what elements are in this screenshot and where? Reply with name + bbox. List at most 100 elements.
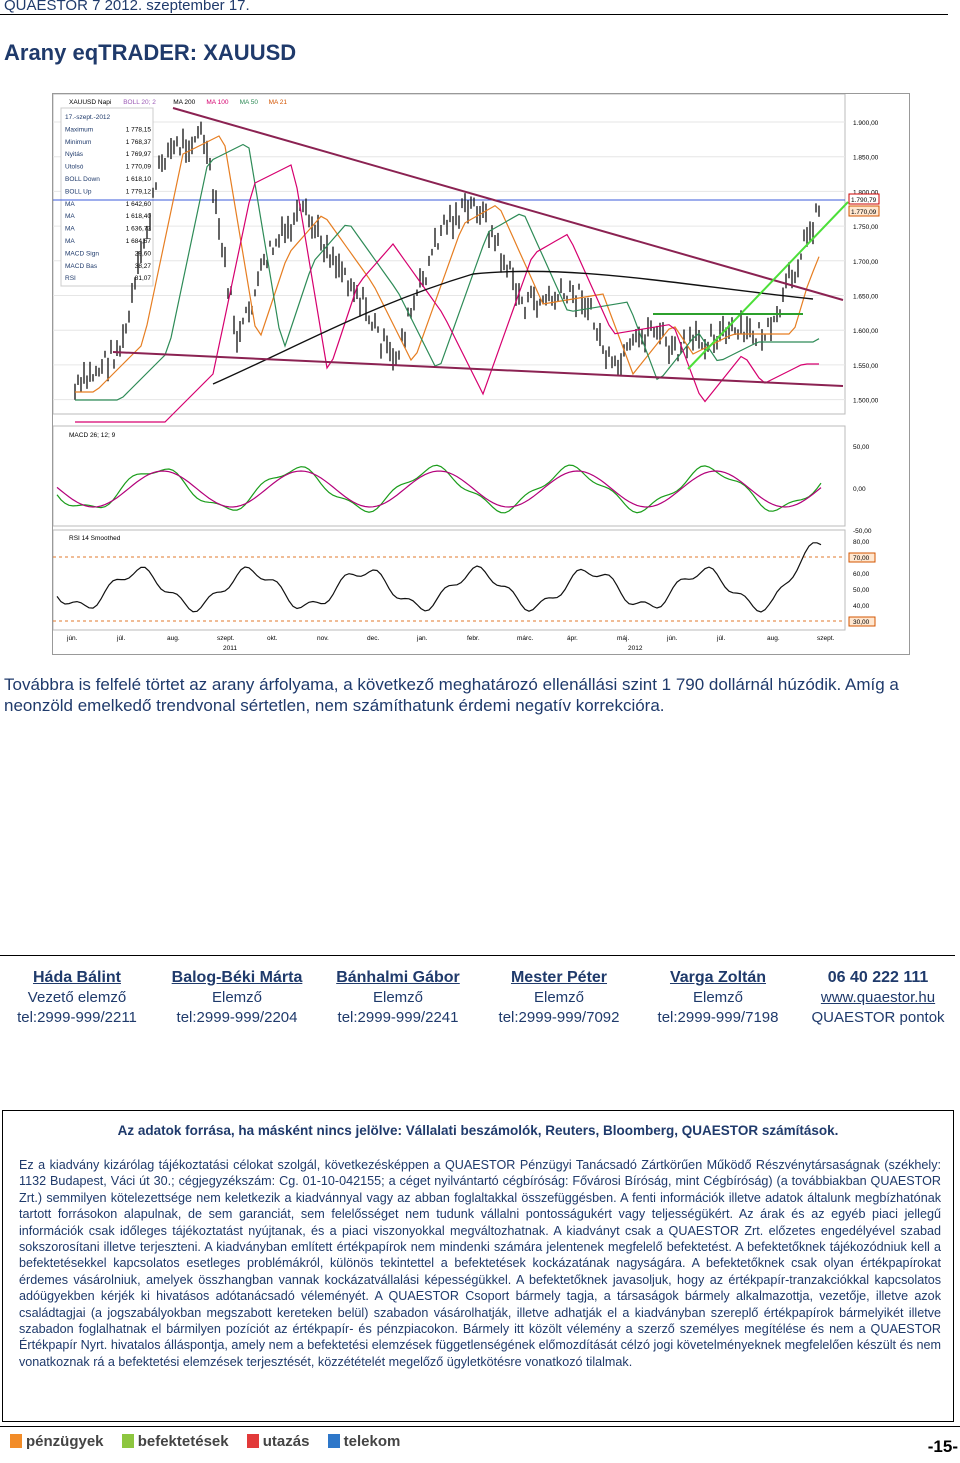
footer-brand-list: pénzügyek befektetések utazás telekom [10, 1433, 414, 1450]
chart-bg [53, 94, 909, 654]
macd-label: MACD 26; 12; 9 [69, 432, 116, 439]
month-label: okt. [267, 635, 278, 642]
rsi-tick-label: 60,00 [853, 571, 870, 578]
disclaimer-heading: Az adatok forrása, ha másként nincs jelö… [117, 1123, 839, 1138]
price-tick-label: 1.500,00 [853, 398, 879, 405]
contact-tel: tel:2999-999/2204 [176, 1009, 298, 1026]
chart-toolbar-item: BOLL 20; 2 [123, 99, 156, 106]
downtrend-line [172, 107, 844, 301]
contact-tel: tel:2999-999/2211 [17, 1009, 137, 1026]
contact-name: Mester Péter [510, 969, 608, 986]
neon-uptrend-line [687, 201, 849, 370]
telecom-icon [327, 1434, 340, 1448]
info-label: BOLL Up [65, 188, 92, 195]
rsi-panel [53, 529, 846, 631]
price-panel [53, 94, 846, 415]
contact-name: Varga Zoltán [669, 969, 767, 986]
contact-name: Balog-Béki Márta [171, 969, 303, 986]
info-value: 1 636,73 [126, 226, 152, 233]
macd-line [56, 464, 822, 514]
contact-role[interactable]: www.quaestor.hu [820, 989, 936, 1006]
chart-toolbar-item: MA 100 [206, 99, 228, 106]
rsi-line [56, 542, 822, 613]
price-tick-label: 1.550,00 [853, 363, 879, 370]
rsi-level-flag [848, 616, 876, 627]
info-value: 38,27 [135, 263, 152, 270]
macd-signal-line [56, 470, 822, 508]
month-label: szept. [217, 635, 235, 642]
month-label: aug. [167, 635, 180, 642]
info-value: 1 642,60 [126, 201, 152, 208]
info-value: 1 768,37 [126, 139, 152, 146]
ma50-line [75, 143, 820, 401]
ma200-line [212, 270, 814, 385]
macd-tick-label: 0,00 [853, 486, 866, 493]
month-label: nov. [317, 635, 329, 642]
price-tick-label: 1.800,00 [853, 189, 879, 196]
month-label: aug. [767, 635, 780, 642]
footer-item: utazás [246, 1433, 309, 1450]
info-value: 81,07 [135, 275, 152, 282]
price-flag [848, 193, 880, 205]
month-label: jan. [416, 635, 428, 642]
price-flag-label: 1.770,09 [851, 209, 877, 216]
info-label: MACD Bas [65, 263, 98, 270]
year-label: 2011 [223, 645, 237, 652]
price-chart: 1.900,00 1.850,00 1.800,00 1.750,00 1.700,00… [52, 93, 910, 655]
info-value: 1 769,97 [126, 151, 152, 158]
price-tick-label: 1.750,00 [853, 224, 879, 231]
info-value: 1 618,10 [126, 176, 152, 183]
info-value: 1 779,12 [126, 188, 152, 195]
month-label: jún. [666, 635, 678, 642]
chart-toolbar-item: MA 21 [269, 99, 288, 106]
support-line [112, 351, 844, 387]
macd-tick-label: 50,00 [853, 444, 870, 451]
chart-toolbar-item: XAUUSD Napi [69, 99, 111, 106]
info-value: 1 684,67 [126, 238, 152, 245]
chart-toolbar-item: MA 50 [240, 99, 259, 106]
contacts-row: Háda Bálint Vezető elemző tel:2999-999/221… [0, 955, 955, 1026]
contact-name: Háda Bálint [32, 969, 121, 986]
rsi-label: RSI 14 Smoothed [69, 535, 121, 542]
info-label: MA [65, 226, 75, 233]
rsi-tick-label: 50,00 [853, 587, 870, 594]
investment-icon [121, 1434, 134, 1448]
contact-role: Elemző [372, 989, 424, 1006]
contact-card: 06 40 222 111 www.quaestor.hu QUAESTOR pon… [798, 968, 958, 1028]
chart-toolbar-item: MA 200 [173, 99, 195, 106]
info-value: 1 618,40 [126, 213, 152, 220]
footer-item: befektetések [121, 1433, 229, 1450]
contact-tel: tel:2999-999/2241 [337, 1009, 459, 1026]
info-label: RSI [65, 275, 76, 282]
contact-card: Mester Péter Elemző tel:2999-999/7092 [479, 968, 639, 1028]
rsi-tick-label: 40,00 [853, 603, 870, 610]
year-label: 2012 [628, 645, 643, 652]
page-title: Arany eqTRADER: XAUUSD [4, 40, 297, 65]
contact-tel: tel:2999-999/7092 [498, 1009, 620, 1026]
contact-card: Bánhalmi Gábor Elemző tel:2999-999/2241 [318, 968, 478, 1028]
contact-name: Bánhalmi Gábor [336, 969, 460, 986]
info-value: 29,60 [135, 250, 152, 257]
month-label: febr. [467, 635, 480, 642]
month-label: máj. [617, 635, 629, 642]
info-label: BOLL Down [65, 176, 100, 183]
page-number: -15- [927, 1437, 958, 1456]
contact-card: Háda Bálint Vezető elemző tel:2999-999/221… [0, 968, 157, 1028]
price-tick-label: 1.600,00 [853, 328, 879, 335]
info-label: MA [65, 213, 75, 220]
price-tick-label: 1.850,00 [853, 155, 879, 162]
month-label: júl. [716, 635, 726, 642]
info-value: 1 770,09 [126, 164, 152, 171]
contact-tel: tel:2999-999/7198 [657, 1009, 779, 1026]
ma100-line [75, 164, 819, 423]
rsi-tick-label: 30,00 [853, 619, 870, 626]
month-label: dec. [367, 635, 379, 642]
info-value: 1 778,15 [126, 126, 152, 133]
contact-name: 06 40 222 111 [827, 969, 929, 986]
rsi-level-flag [848, 552, 876, 563]
contact-card: Balog-Béki Márta Elemző tel:2999-999/2204 [157, 968, 317, 1028]
finance-icon [10, 1434, 22, 1448]
contact-tel: QUAESTOR pontok [811, 1009, 945, 1026]
price-tick-label: 1.650,00 [853, 294, 879, 301]
page-footer: pénzügyek befektetések utazás telekom -1… [0, 1426, 960, 1463]
